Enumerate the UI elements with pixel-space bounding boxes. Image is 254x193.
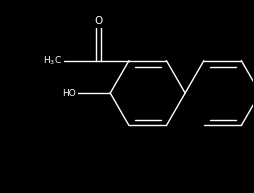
Text: H$_3$C: H$_3$C	[43, 54, 62, 67]
Text: O: O	[94, 16, 102, 26]
Text: HO: HO	[62, 89, 75, 97]
